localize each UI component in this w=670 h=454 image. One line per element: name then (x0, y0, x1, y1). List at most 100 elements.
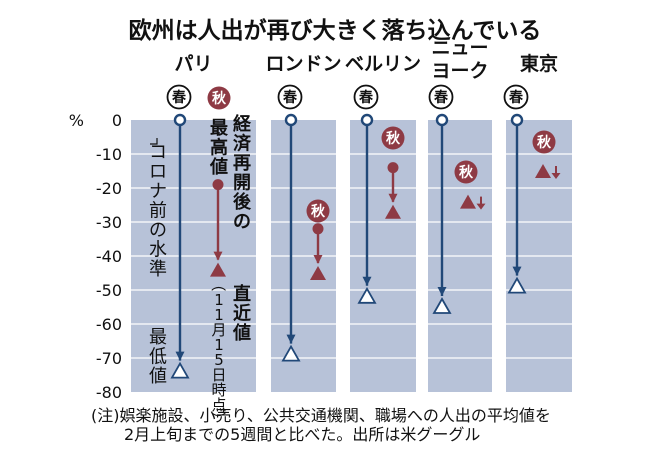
autumn-badge: 秋 (386, 130, 401, 147)
annotation-pre-covid-char: コ (149, 142, 167, 163)
spring-start-point (284, 113, 298, 127)
y-tick-label: 0 (112, 111, 122, 130)
annotation-pre-covid-char: 前 (149, 201, 167, 222)
y-unit: % (69, 111, 84, 130)
spring-badge: 春 (282, 89, 298, 106)
autumn-arrowhead (388, 193, 398, 203)
autumn-badge-circle (532, 130, 556, 154)
city-name-label: ロンドン (265, 53, 341, 75)
city-name-label: ヨーク (431, 60, 488, 82)
annotation-pre-covid-char: の (149, 220, 167, 241)
spring-start-point (360, 113, 374, 127)
spring-badge: 春 (358, 89, 374, 106)
spring-start-point (173, 113, 187, 127)
autumn-peak-point (212, 179, 224, 191)
annotation-pre-covid-char: 水 (149, 240, 167, 261)
annotation-pre-covid-char: ロ (149, 162, 167, 183)
autumn-badge-circle (454, 160, 478, 184)
y-tick-label: -40 (96, 247, 122, 266)
spring-arrowhead (286, 334, 296, 344)
spring-badge: 春 (171, 89, 187, 106)
autumn-badge-circle (207, 86, 231, 110)
annotation-latest-date-char: 月 (211, 321, 226, 339)
autumn-arrowhead (313, 255, 323, 264)
city-name-label: パリ (174, 53, 212, 75)
footnote-line: (注)娯楽施設、小売り、公共交通機関、職場への人出の平均値を (91, 406, 551, 425)
spring-badge-circle (166, 84, 192, 110)
annotation-peak-col2-char: 値 (209, 156, 228, 178)
spring-start-point (435, 113, 449, 127)
spring-badge: 春 (508, 89, 524, 106)
spring-badge: 春 (433, 89, 449, 106)
autumn-badge-circle (381, 126, 405, 150)
city-name-label: ニュー (431, 37, 488, 59)
annotation-latest-date-char: 日 (211, 366, 226, 384)
spring-min-marker (432, 297, 452, 314)
autumn-latest-marker (310, 266, 326, 280)
spring-min-marker (170, 361, 190, 379)
annotation-latest-char: 近 (233, 303, 251, 325)
autumn-latest-marker (535, 164, 551, 178)
annotation-peak-col1-char: 済 (233, 133, 252, 155)
annotation-peak-col2-char: 高 (210, 137, 228, 159)
spring-badge-circle (503, 84, 529, 110)
y-tick-label: -70 (96, 349, 122, 368)
spring-min-marker (507, 276, 527, 294)
annotation-lowest: 最低値 (149, 327, 167, 387)
annotation-latest: 直近値 (232, 283, 251, 344)
spring-arrowhead (362, 276, 372, 286)
spring-arrowhead (512, 266, 522, 276)
autumn-latest-marker (385, 204, 401, 219)
autumn-badge: 秋 (537, 134, 552, 151)
y-tick-label: -10 (96, 145, 122, 164)
annotation-latest-char: 値 (232, 322, 251, 344)
spring-badge-circle (353, 84, 379, 110)
autumn-peak-point (387, 162, 399, 174)
pre-covid-leader (150, 138, 158, 145)
y-tick-label: -50 (96, 281, 122, 300)
annotation-peak-col1-char: の (233, 212, 251, 233)
annotation-latest-date-char: 1 (214, 291, 224, 309)
annotation-peak-col1-char: 後 (233, 191, 252, 213)
city-name-label: ベルリン (345, 53, 421, 75)
annotation-latest-date-char: 時 (211, 381, 226, 399)
annotation-latest-char: 直 (233, 283, 251, 305)
spring-arrowhead (175, 351, 185, 361)
y-tick-label: -80 (96, 383, 122, 402)
annotation-pre-covid-char: ナ (149, 181, 167, 202)
y-tick-label: -60 (96, 315, 122, 334)
annotation-peak-col1-char: 再 (233, 153, 251, 174)
autumn-badge-circle (306, 199, 330, 223)
annotation-latest-date-char: 1 (214, 336, 224, 354)
annotation-peak-col2-char: 最 (210, 118, 229, 139)
annotation-peak-col2: 最高値 (209, 118, 229, 178)
autumn-down-arrowhead (476, 203, 486, 210)
annotation-lowest-char: 最 (149, 327, 167, 348)
annotation-latest-date-char: 5 (214, 351, 224, 369)
spring-badge-circle (428, 84, 454, 110)
y-tick-label: -30 (96, 213, 122, 232)
autumn-latest-marker (460, 194, 476, 209)
annotation-lowest-char: 値 (149, 366, 167, 387)
autumn-latest-marker (210, 262, 226, 277)
y-tick-label: -20 (96, 179, 122, 198)
annotation-latest-date-char: （ (209, 276, 227, 291)
autumn-arrowhead (213, 251, 223, 261)
spring-min-marker (357, 286, 377, 304)
autumn-down-arrowhead (551, 173, 561, 179)
annotation-peak-col1-char: 開 (233, 173, 251, 194)
autumn-badge: 秋 (459, 164, 474, 181)
annotation-lowest-char: 低 (149, 347, 167, 368)
annotation-pre-covid-char: 準 (149, 259, 167, 280)
autumn-badge: 秋 (212, 90, 227, 107)
spring-min-marker (281, 344, 301, 362)
autumn-badge: 秋 (311, 203, 326, 220)
annotation-peak-col1-char: 経 (233, 113, 252, 135)
annotation-latest-date-char: 1 (214, 306, 224, 324)
chart-title: 欧州は人出が再び大きく落ち込んでいる (129, 17, 542, 44)
city-name-label: 東京 (520, 52, 558, 75)
